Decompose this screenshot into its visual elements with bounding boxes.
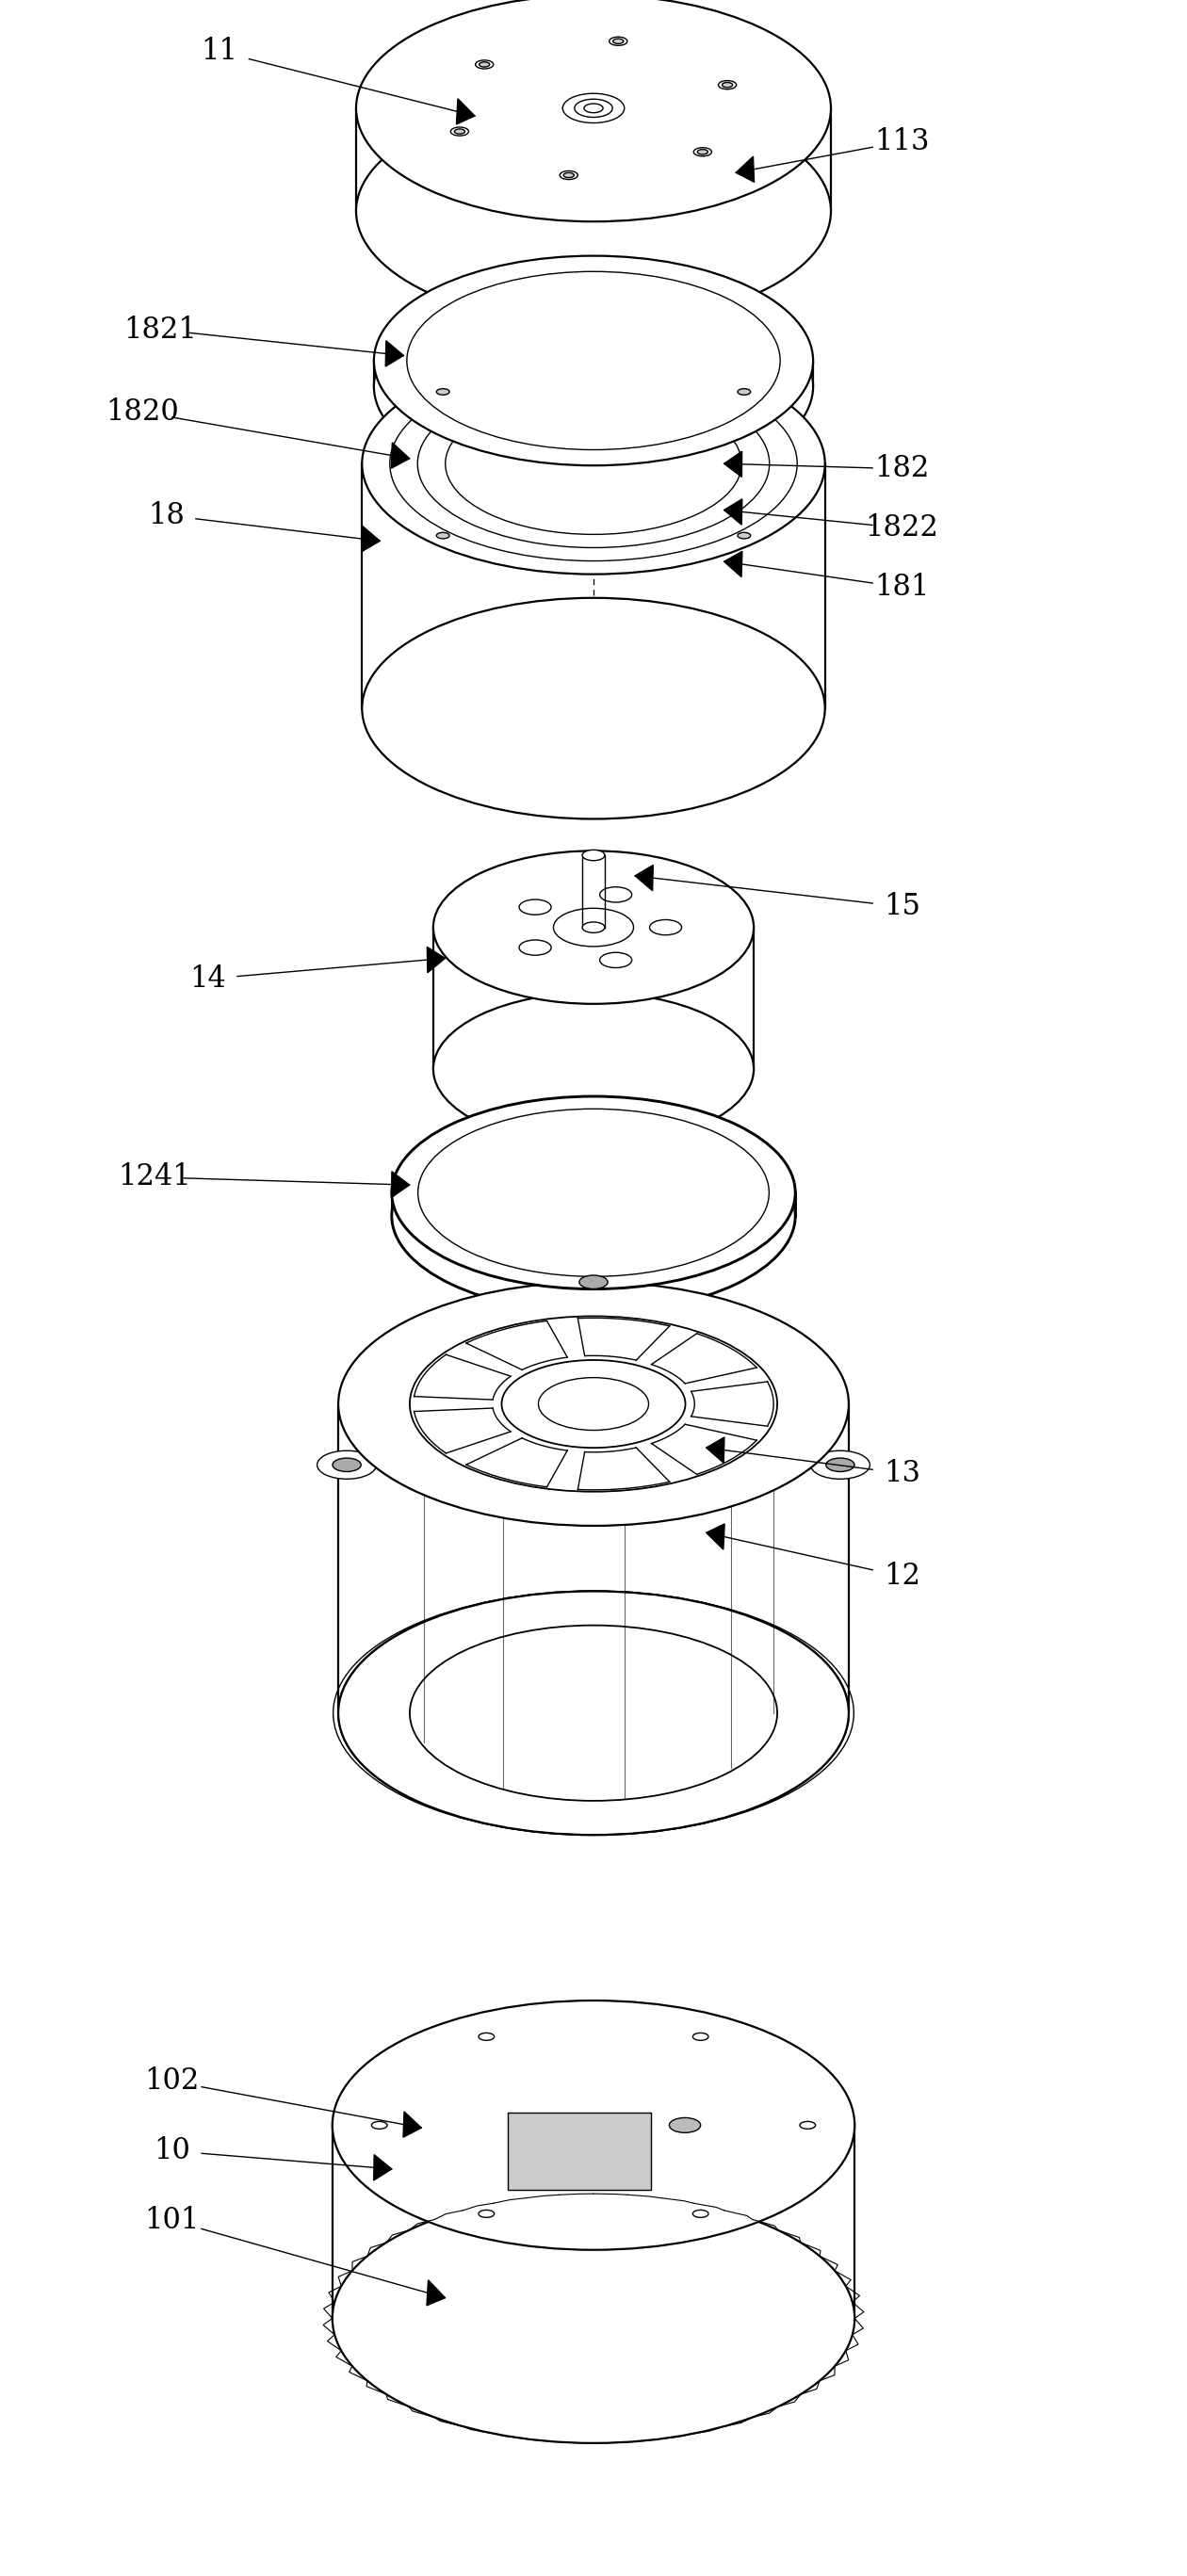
Ellipse shape [669,2117,700,2133]
Text: 102: 102 [145,2066,199,2097]
Ellipse shape [374,281,813,492]
Ellipse shape [737,533,750,538]
Polygon shape [724,551,742,577]
Text: 182: 182 [875,453,929,484]
Text: 1821: 1821 [123,314,197,345]
Ellipse shape [332,2002,855,2249]
Ellipse shape [480,62,489,67]
Ellipse shape [612,39,623,44]
Text: 1820: 1820 [106,397,179,428]
Ellipse shape [698,149,707,155]
Ellipse shape [332,2195,855,2442]
Ellipse shape [374,255,813,466]
Text: 18: 18 [148,500,184,531]
Polygon shape [386,340,404,366]
Ellipse shape [362,598,825,819]
Ellipse shape [502,1360,685,1448]
Ellipse shape [356,98,831,325]
Polygon shape [457,98,475,124]
Text: 11: 11 [202,36,237,67]
Text: 181: 181 [875,572,929,603]
Ellipse shape [392,1097,795,1288]
Ellipse shape [356,0,831,222]
Ellipse shape [338,1592,849,1834]
Ellipse shape [579,1275,608,1288]
Ellipse shape [564,1267,623,1296]
Ellipse shape [737,389,750,394]
Polygon shape [736,157,754,183]
Text: 12: 12 [884,1561,920,1592]
Text: 14: 14 [190,963,226,994]
Polygon shape [724,500,742,526]
Polygon shape [374,2154,392,2179]
Text: 13: 13 [884,1458,920,1489]
Ellipse shape [392,1121,795,1311]
Text: 1241: 1241 [118,1162,191,1193]
Ellipse shape [433,992,754,1146]
Polygon shape [635,866,653,891]
Ellipse shape [722,82,732,88]
Text: 1822: 1822 [865,513,939,544]
Ellipse shape [583,922,604,933]
Polygon shape [392,1172,410,1198]
Polygon shape [362,526,380,551]
Ellipse shape [437,533,450,538]
Text: 10: 10 [154,2136,190,2166]
Polygon shape [706,1525,724,1551]
Ellipse shape [433,850,754,1005]
Ellipse shape [317,1450,376,1479]
Ellipse shape [332,1458,361,1471]
Ellipse shape [362,353,825,574]
Ellipse shape [338,1592,849,1834]
Ellipse shape [826,1458,855,1471]
Text: 101: 101 [145,2205,199,2236]
Polygon shape [404,2112,421,2138]
Ellipse shape [437,389,450,394]
Ellipse shape [564,173,575,178]
Polygon shape [427,948,445,974]
Polygon shape [706,1437,724,1463]
Polygon shape [507,2112,650,2120]
Polygon shape [507,2112,650,2190]
Text: 113: 113 [875,126,929,157]
Ellipse shape [583,850,604,860]
Ellipse shape [455,129,465,134]
Polygon shape [724,451,742,477]
Ellipse shape [811,1450,870,1479]
Ellipse shape [338,1283,849,1525]
Text: 15: 15 [884,891,920,922]
Polygon shape [392,443,410,469]
Polygon shape [426,2280,445,2306]
